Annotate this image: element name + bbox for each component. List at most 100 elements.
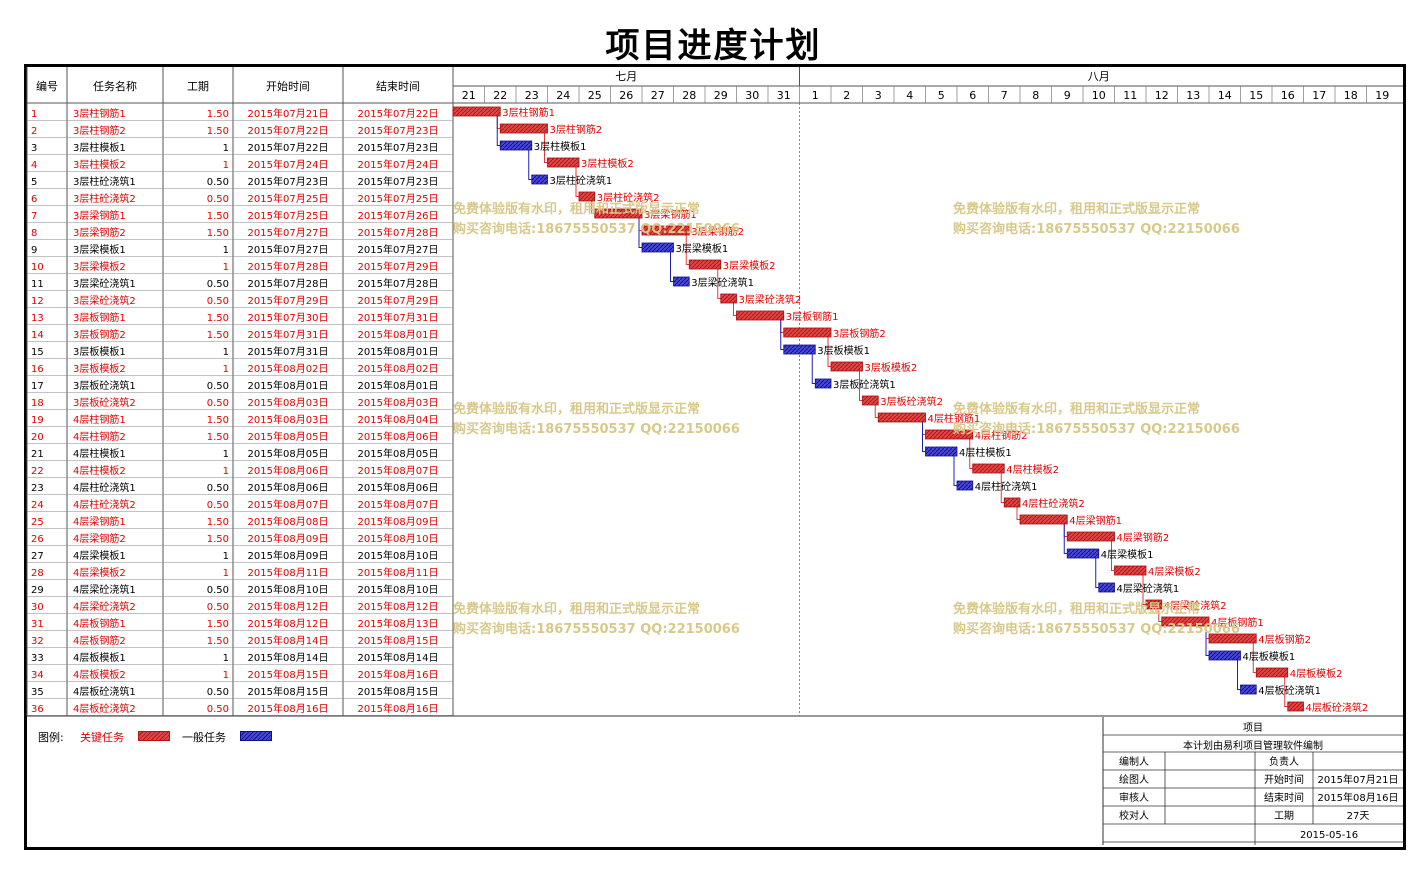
legend-normal-label: 一般任务 [182, 731, 226, 744]
task-name: 3层柱砼浇筑1 [73, 175, 136, 188]
legend-critical-swatch [138, 731, 170, 741]
task-duration: 0.50 [207, 483, 229, 494]
task-id: 23 [31, 483, 44, 494]
table-row: 27 4层梁模板1 1 2015年08月09日 2015年08月10日 [31, 549, 438, 562]
task-duration: 1.50 [207, 619, 229, 630]
info-label: 审核人 [1119, 791, 1149, 804]
bar-label: 4层柱钢筋1 [928, 412, 981, 425]
day-label: 25 [588, 89, 602, 102]
legend-label: 图例: [38, 731, 64, 744]
day-label: 2 [843, 89, 850, 102]
task-end: 2015年07月23日 [358, 141, 439, 154]
dependency-arrow [1016, 507, 1020, 520]
task-start: 2015年08月14日 [248, 634, 329, 647]
task-id: 18 [31, 398, 44, 409]
task-name: 3层板砼浇筑1 [73, 379, 136, 392]
day-label: 14 [1218, 89, 1232, 102]
bar-label: 3层梁钢筋2 [691, 225, 744, 238]
task-duration: 0.50 [207, 704, 229, 715]
bar-label: 3层梁砼浇筑1 [691, 276, 754, 289]
task-duration: 1 [223, 449, 229, 460]
table-row: 21 4层柱模板1 1 2015年08月05日 2015年08月05日 [31, 447, 438, 460]
task-id: 11 [31, 279, 44, 290]
day-label: 27 [651, 89, 665, 102]
task-end: 2015年08月15日 [358, 634, 439, 647]
task-start: 2015年08月14日 [248, 651, 329, 664]
task-duration: 1 [223, 262, 229, 273]
gantt-frame [24, 64, 1406, 850]
dependency-arrow [1000, 473, 1005, 503]
task-id: 25 [31, 517, 44, 528]
task-end: 2015年07月24日 [358, 158, 439, 171]
task-end: 2015年08月09日 [358, 515, 439, 528]
table-row: 36 4层板砼浇筑2 0.50 2015年08月16日 2015年08月16日 [31, 702, 438, 715]
task-name: 4层柱砼浇筑1 [73, 481, 136, 494]
table-row: 14 3层板钢筋2 1.50 2015年07月31日 2015年08月01日 [31, 328, 438, 341]
task-name: 3层柱钢筋2 [73, 124, 126, 137]
task-bar [641, 242, 674, 253]
task-start: 2015年07月29日 [248, 294, 329, 307]
legend-critical-label: 关键任务 [80, 731, 124, 744]
bar-label: 4层板钢筋2 [1258, 633, 1311, 646]
task-name: 3层板钢筋1 [73, 311, 126, 324]
task-start: 2015年08月02日 [248, 362, 329, 375]
table-row: 35 4层板砼浇筑1 0.50 2015年08月15日 2015年08月15日 [31, 685, 438, 698]
day-label: 22 [493, 89, 507, 102]
task-id: 13 [31, 313, 44, 324]
bar-label: 3层梁模板1 [676, 242, 729, 255]
task-start: 2015年08月07日 [248, 498, 329, 511]
task-name: 3层梁砼浇筑2 [73, 294, 136, 307]
task-start: 2015年08月16日 [248, 702, 329, 715]
day-label: 15 [1249, 89, 1263, 102]
task-start: 2015年08月03日 [248, 413, 329, 426]
task-bar [452, 106, 501, 117]
task-bar [783, 344, 816, 355]
task-name: 4层板钢筋1 [73, 617, 126, 630]
dependency-arrow [922, 422, 926, 452]
table-grid [26, 67, 1403, 717]
task-end: 2015年07月22日 [358, 107, 439, 120]
task-name: 4层柱模板2 [73, 464, 126, 477]
task-duration: 0.50 [207, 585, 229, 596]
bar-label: 4层板模板1 [1243, 650, 1296, 663]
task-end: 2015年08月11日 [358, 566, 439, 579]
task-table: 1 3层柱钢筋1 1.50 2015年07月21日 2015年07月22日 2 3层柱钢筋2… [31, 107, 438, 715]
task-duration: 1.50 [207, 126, 229, 137]
task-start: 2015年07月31日 [248, 328, 329, 341]
dependency-arrow [1252, 643, 1257, 673]
task-duration: 1.50 [207, 517, 229, 528]
task-start: 2015年07月28日 [248, 260, 329, 273]
task-name: 4层柱砼浇筑2 [73, 498, 136, 511]
dependency-arrow [874, 405, 879, 418]
task-name: 4层板模板2 [73, 668, 126, 681]
info-label: 绘图人 [1119, 773, 1149, 786]
task-name: 4层板砼浇筑2 [73, 702, 136, 715]
task-bar [641, 225, 690, 236]
task-id: 36 [31, 704, 44, 715]
task-start: 2015年07月31日 [248, 345, 329, 358]
dependency-arrow [1284, 677, 1288, 707]
task-end: 2015年07月28日 [358, 226, 439, 239]
task-start: 2015年08月05日 [248, 447, 329, 460]
task-end: 2015年08月07日 [358, 464, 439, 477]
info-date: 2015-05-16 [1300, 830, 1358, 841]
task-bar [1019, 514, 1068, 525]
day-label: 21 [462, 89, 476, 102]
column-header-name: 任务名称 [93, 79, 137, 93]
bar-label: 4层梁钢筋1 [1069, 514, 1122, 527]
task-start: 2015年07月30日 [248, 311, 329, 324]
task-end: 2015年08月16日 [358, 668, 439, 681]
bar-label: 3层梁钢筋1 [644, 208, 697, 221]
task-name: 3层板钢筋2 [73, 328, 126, 341]
task-start: 2015年08月15日 [248, 685, 329, 698]
task-end: 2015年07月26日 [358, 209, 439, 222]
task-id: 15 [31, 347, 44, 358]
task-end: 2015年08月12日 [358, 600, 439, 613]
legend-normal-swatch [240, 731, 272, 741]
table-row: 16 3层板模板2 1 2015年08月02日 2015年08月02日 [31, 362, 438, 375]
dependency-arrow [827, 337, 831, 367]
task-start: 2015年07月28日 [248, 277, 329, 290]
dependency-arrow [1158, 609, 1162, 622]
task-id: 6 [31, 194, 37, 205]
task-id: 12 [31, 296, 44, 307]
